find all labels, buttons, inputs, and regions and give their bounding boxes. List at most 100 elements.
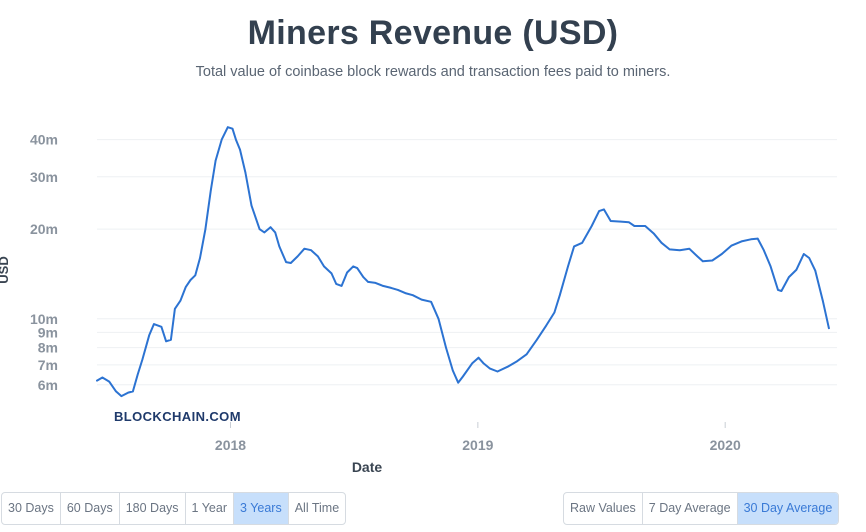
data-point bbox=[235, 138, 237, 141]
data-point bbox=[462, 375, 464, 378]
data-point bbox=[688, 247, 691, 250]
data-point bbox=[108, 380, 110, 383]
data-point bbox=[780, 290, 783, 292]
average-selector: Raw Values 7 Day Average 30 Day Average bbox=[563, 492, 840, 525]
data-point bbox=[340, 285, 343, 287]
range-all-time-button[interactable]: All Time bbox=[294, 501, 340, 515]
data-point bbox=[553, 311, 556, 314]
data-point bbox=[210, 189, 212, 192]
data-point bbox=[567, 265, 569, 268]
data-point bbox=[660, 242, 663, 244]
data-point bbox=[204, 228, 207, 230]
x-tick-label: 2019 bbox=[462, 437, 493, 453]
data-point bbox=[115, 390, 117, 393]
data-point bbox=[404, 292, 407, 294]
data-point bbox=[477, 356, 480, 359]
data-point bbox=[323, 265, 325, 268]
data-point bbox=[397, 289, 399, 291]
data-point bbox=[227, 126, 229, 128]
data-point bbox=[620, 220, 622, 223]
data-point bbox=[310, 249, 312, 251]
y-tick-label: 9m bbox=[38, 324, 58, 340]
y-tick-label: 8m bbox=[38, 340, 58, 356]
data-point bbox=[516, 360, 518, 363]
data-point bbox=[136, 373, 139, 376]
data-point bbox=[179, 299, 182, 302]
data-point bbox=[374, 282, 377, 284]
data-point bbox=[573, 245, 575, 248]
data-point bbox=[430, 301, 432, 303]
data-point bbox=[702, 260, 704, 263]
data-point bbox=[814, 269, 817, 272]
data-point bbox=[489, 367, 491, 370]
x-tick-label: 2020 bbox=[710, 437, 741, 453]
y-axis-title: USD bbox=[0, 256, 11, 283]
data-point bbox=[756, 237, 759, 240]
data-point bbox=[278, 245, 281, 248]
data-point bbox=[730, 244, 733, 247]
data-point bbox=[250, 204, 253, 207]
data-point bbox=[290, 262, 292, 264]
data-point bbox=[412, 294, 414, 297]
data-point bbox=[420, 298, 423, 301]
y-tick-label: 10m bbox=[30, 311, 58, 327]
data-point bbox=[239, 148, 241, 151]
data-point bbox=[590, 225, 593, 227]
x-axis-title: Date bbox=[352, 459, 383, 475]
range-30-days-button[interactable]: 30 Days bbox=[2, 493, 61, 524]
data-point bbox=[153, 323, 155, 325]
range-60-days-button[interactable]: 60 Days bbox=[61, 493, 120, 524]
data-point bbox=[822, 299, 824, 302]
average-30-day-average-button[interactable]: 30 Day Average bbox=[737, 493, 839, 524]
data-point bbox=[559, 294, 561, 297]
data-point bbox=[141, 358, 144, 361]
x-tick-label: 2018 bbox=[215, 437, 246, 453]
data-point bbox=[628, 221, 630, 224]
data-point bbox=[390, 287, 392, 289]
average-7-day-average-button[interactable]: 7 Day Average bbox=[643, 493, 738, 524]
data-point bbox=[609, 220, 612, 222]
data-point bbox=[769, 265, 772, 268]
data-point bbox=[160, 326, 163, 328]
data-point bbox=[330, 272, 333, 275]
data-point bbox=[199, 257, 201, 259]
data-point bbox=[536, 339, 538, 341]
data-point bbox=[603, 208, 605, 211]
data-point bbox=[244, 171, 247, 174]
data-point bbox=[185, 286, 187, 288]
data-point bbox=[148, 334, 150, 337]
data-point bbox=[189, 279, 192, 281]
data-point bbox=[808, 257, 810, 259]
data-point bbox=[263, 231, 266, 234]
data-point bbox=[598, 210, 600, 212]
average-raw-values-button[interactable]: Raw Values bbox=[564, 493, 643, 524]
data-point bbox=[525, 353, 528, 356]
data-point bbox=[296, 255, 299, 258]
data-point bbox=[795, 269, 798, 271]
y-tick-label: 6m bbox=[38, 377, 58, 393]
data-point bbox=[482, 362, 485, 364]
data-point bbox=[317, 255, 319, 258]
data-point bbox=[165, 340, 167, 343]
data-point bbox=[101, 376, 104, 379]
data-point bbox=[269, 226, 272, 228]
data-point bbox=[545, 324, 548, 327]
data-point bbox=[653, 233, 655, 235]
data-point bbox=[356, 267, 359, 269]
data-point bbox=[668, 248, 671, 251]
data-point bbox=[679, 249, 681, 251]
data-point bbox=[367, 281, 369, 283]
data-point bbox=[96, 379, 98, 382]
data-point bbox=[437, 318, 440, 320]
data-point bbox=[120, 395, 123, 397]
range-1-year-button[interactable]: 1 Year bbox=[186, 493, 234, 524]
data-point bbox=[828, 327, 830, 330]
y-tick-label: 20m bbox=[30, 221, 58, 237]
blockchain-watermark: BLOCKCHAIN.COM bbox=[114, 409, 241, 424]
range-3-years-button[interactable]: 3 Years bbox=[234, 493, 289, 524]
page-subtitle: Total value of coinbase block rewards an… bbox=[195, 64, 671, 80]
data-point bbox=[132, 390, 134, 393]
data-point bbox=[777, 289, 779, 291]
range-180-days-button[interactable]: 180 Days bbox=[120, 493, 186, 524]
